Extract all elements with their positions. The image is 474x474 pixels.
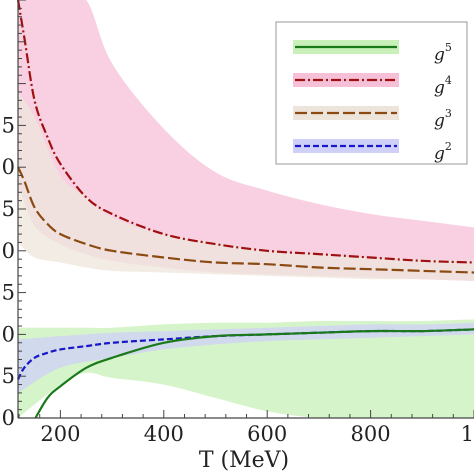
legend-label: g3: [434, 107, 452, 131]
band-g3: [18, 92, 474, 281]
legend-label: g5: [434, 41, 452, 65]
band-g4: [18, 0, 474, 281]
legend-label: g2: [434, 140, 452, 164]
x-axis-label: T (MeV): [199, 448, 289, 473]
line-g3: [16, 166, 474, 274]
x-tick-label: 200: [40, 422, 80, 446]
y-tick-label: .5: [0, 197, 15, 221]
y-tick-label: .0: [0, 322, 15, 346]
tick-labels: 200 400 600 800 10 .0 .5 .0 .5 .0 .5 .0 .5: [0, 113, 474, 446]
series-lines: [16, 0, 474, 418]
y-tick-label: .5: [0, 113, 15, 137]
x-tick-label: 10: [461, 422, 474, 446]
y-tick-label: .5: [0, 364, 15, 388]
legend: g5 g4 g3 g2: [275, 21, 468, 165]
axes: [17, 0, 474, 419]
legend-label: g4: [434, 74, 452, 98]
x-tick-label: 400: [144, 422, 184, 446]
y-tick-label: .5: [0, 281, 15, 305]
x-tick-label: 800: [351, 422, 391, 446]
x-tick-label: 600: [247, 422, 287, 446]
line-g4: [16, 0, 474, 264]
line-g5: [34, 328, 474, 418]
y-tick-label: .0: [0, 239, 15, 263]
y-tick-label: .0: [0, 406, 15, 430]
y-tick-label: .0: [0, 155, 15, 179]
